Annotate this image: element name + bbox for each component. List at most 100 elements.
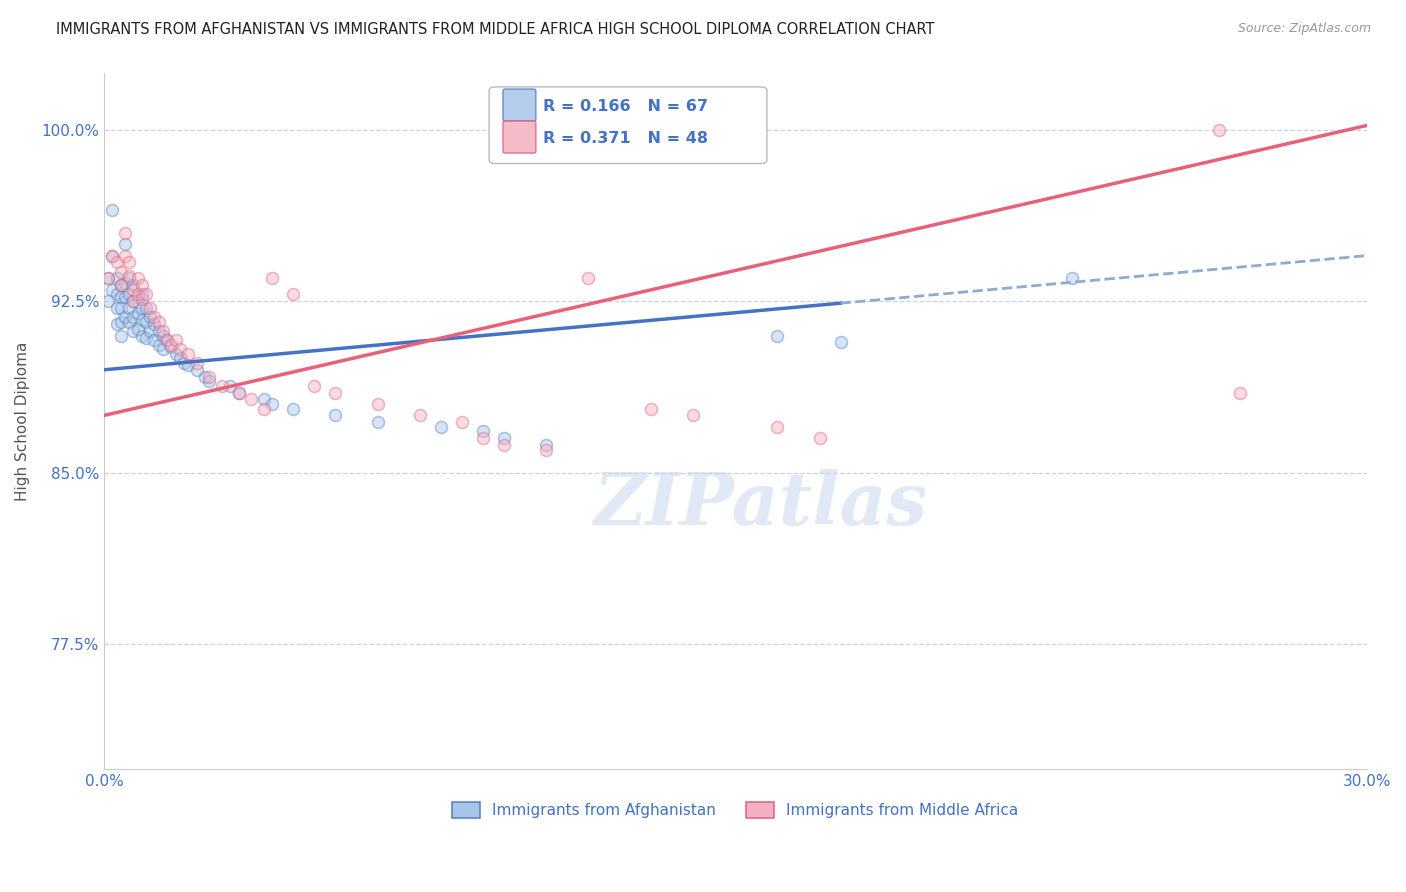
Point (534, 438, 557, 452)
Point (148, 337, 170, 351)
Point (97, 294, 120, 309)
Point (143, 310, 166, 325)
Point (97, 271, 120, 285)
Point (122, 324, 145, 338)
Point (367, 397, 389, 411)
Point (131, 287, 153, 301)
Point (169, 343, 191, 357)
Point (127, 287, 149, 301)
Point (160, 337, 183, 351)
Point (808, 431, 831, 445)
Point (165, 333, 187, 347)
Point (492, 438, 515, 452)
Point (110, 315, 132, 329)
Point (101, 249, 124, 263)
Point (114, 226, 136, 240)
Point (118, 269, 141, 284)
Point (253, 392, 276, 407)
Point (118, 255, 141, 269)
Point (131, 278, 153, 293)
Point (640, 401, 662, 416)
Point (105, 301, 128, 315)
Point (148, 315, 170, 329)
Point (766, 420, 789, 434)
Point (127, 290, 149, 304)
Point (122, 278, 145, 293)
Point (122, 310, 145, 325)
Point (110, 290, 132, 304)
Point (131, 312, 153, 326)
Point (135, 315, 157, 329)
Point (682, 409, 704, 423)
Point (135, 301, 157, 315)
Text: IMMIGRANTS FROM AFGHANISTAN VS IMMIGRANTS FROM MIDDLE AFRICA HIGH SCHOOL DIPLOMA: IMMIGRANTS FROM AFGHANISTAN VS IMMIGRANT… (56, 22, 935, 37)
Point (1229, 385, 1251, 400)
Point (114, 310, 136, 325)
Point (101, 283, 124, 297)
Point (283, 401, 305, 416)
Point (135, 331, 157, 345)
Legend: Immigrants from Afghanistan, Immigrants from Middle Africa: Immigrants from Afghanistan, Immigrants … (446, 797, 1025, 824)
Point (169, 351, 191, 366)
Point (471, 425, 494, 439)
Point (131, 328, 153, 343)
Point (367, 415, 389, 429)
Point (148, 324, 170, 338)
Point (105, 317, 128, 331)
Point (283, 287, 305, 301)
Point (114, 237, 136, 252)
Point (766, 328, 789, 343)
Point (143, 333, 166, 347)
Point (127, 271, 149, 285)
Point (1062, 271, 1084, 285)
Point (122, 283, 145, 297)
Point (110, 301, 132, 315)
Point (173, 356, 195, 370)
FancyBboxPatch shape (489, 87, 766, 163)
Point (139, 310, 162, 325)
Point (186, 363, 208, 377)
Point (105, 255, 128, 269)
Point (228, 385, 250, 400)
Point (105, 287, 128, 301)
Point (122, 294, 145, 309)
Point (143, 317, 166, 331)
Text: R = 0.166   N = 67: R = 0.166 N = 67 (543, 99, 709, 114)
Point (325, 409, 347, 423)
Point (194, 369, 217, 384)
Point (165, 347, 187, 361)
Point (135, 287, 157, 301)
Point (110, 278, 132, 293)
Point (118, 287, 141, 301)
Point (127, 306, 149, 320)
Point (228, 385, 250, 400)
Point (325, 385, 347, 400)
Y-axis label: High School Diploma: High School Diploma (15, 342, 30, 500)
Point (186, 356, 208, 370)
Point (152, 324, 174, 338)
Point (253, 401, 276, 416)
Point (105, 271, 128, 285)
Point (830, 335, 852, 350)
Point (576, 271, 599, 285)
Point (131, 301, 153, 315)
Point (118, 271, 141, 285)
Point (97, 271, 120, 285)
Point (156, 333, 179, 347)
Point (429, 420, 451, 434)
Point (198, 369, 221, 384)
Point (408, 409, 430, 423)
Point (118, 315, 141, 329)
Point (110, 328, 132, 343)
Point (160, 340, 183, 354)
Point (101, 202, 124, 217)
FancyBboxPatch shape (503, 89, 536, 121)
Point (127, 321, 149, 335)
Point (262, 271, 284, 285)
Point (139, 301, 162, 315)
Point (177, 358, 200, 372)
Point (219, 378, 242, 392)
Point (152, 343, 174, 357)
Point (101, 249, 124, 263)
Text: R = 0.371   N = 48: R = 0.371 N = 48 (543, 131, 709, 146)
